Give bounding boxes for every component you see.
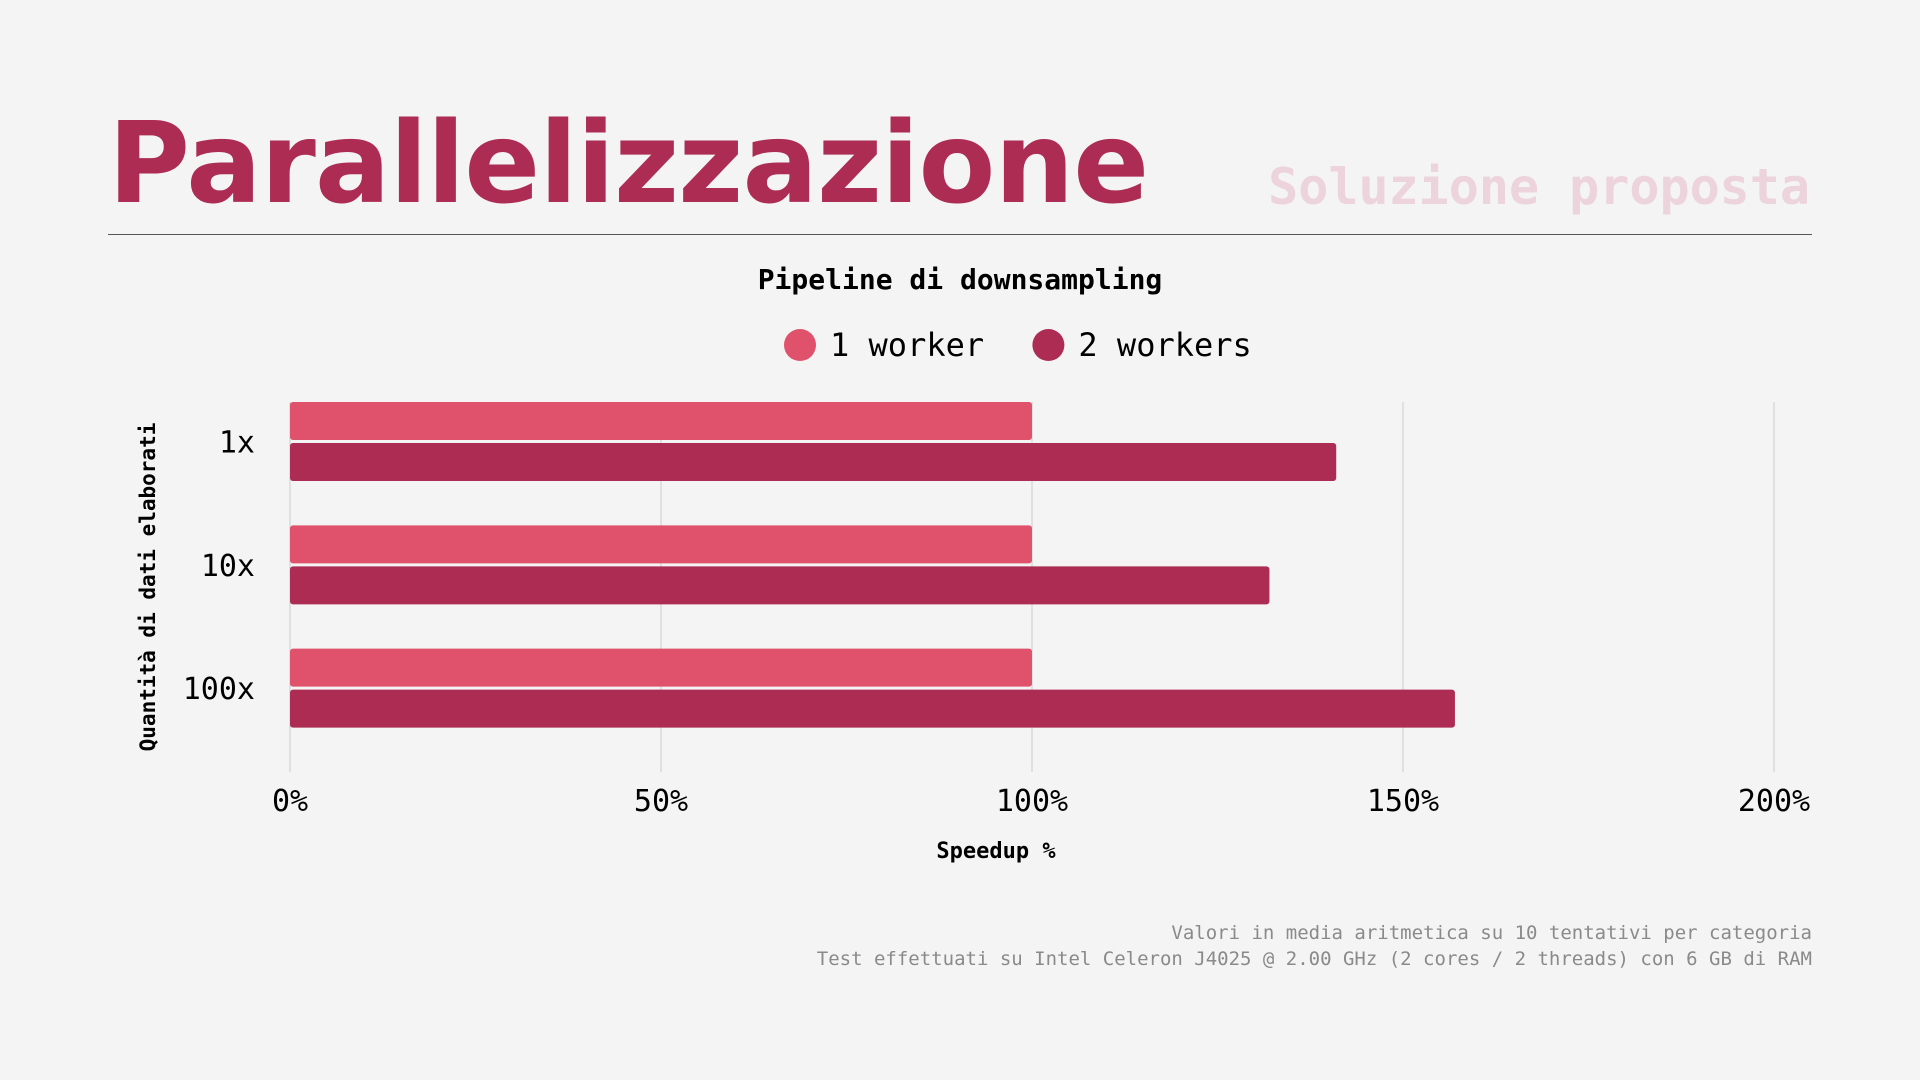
x-tick-label: 200% [1738, 784, 1810, 819]
x-tick-label: 100% [996, 784, 1068, 819]
y-axis-label: Quantità di dati elaborati [136, 423, 160, 752]
title-divider [108, 234, 1812, 235]
legend-marker [784, 329, 816, 361]
slide-subtitle: Soluzione proposta [1268, 158, 1810, 216]
axis-ticks: 0% 50% 100% 150% 200% 1x 10x 100x [183, 426, 1810, 820]
y-tick-label: 10x [201, 549, 255, 584]
x-tick-label: 50% [634, 784, 688, 819]
y-tick-label: 100x [183, 672, 255, 707]
legend-marker [1032, 329, 1065, 361]
footnote-line: Valori in media aritmetica su 10 tentati… [1171, 922, 1812, 944]
bar [290, 443, 1337, 481]
slide-title: Parallelizzazione [108, 99, 1149, 229]
bars [290, 402, 1455, 728]
bar [290, 402, 1032, 440]
bar [290, 525, 1032, 564]
y-tick-label: 1x [219, 426, 255, 461]
legend-label: 1 worker [830, 326, 984, 364]
bar [290, 689, 1455, 728]
x-axis-label: Speedup % [936, 839, 1056, 864]
bar [290, 566, 1270, 605]
legend: 1 worker 2 workers [784, 326, 1252, 364]
legend-label: 2 workers [1078, 326, 1251, 364]
x-tick-label: 150% [1367, 784, 1439, 819]
bar [290, 648, 1032, 687]
chart-title: Pipeline di downsampling [758, 263, 1163, 296]
x-tick-label: 0% [272, 784, 308, 819]
footnote-line: Test effettuati su Intel Celeron J4025 @… [816, 948, 1812, 970]
footnote: Valori in media aritmetica su 10 tentati… [817, 920, 1812, 972]
